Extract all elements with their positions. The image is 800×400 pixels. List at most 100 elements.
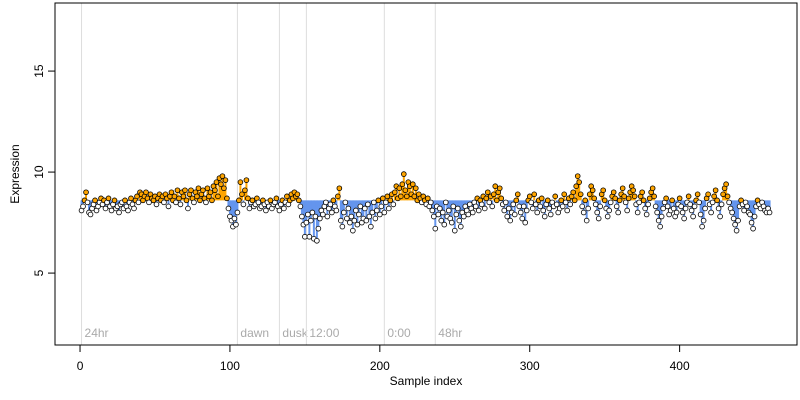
data-point — [501, 207, 508, 214]
data-point — [448, 219, 455, 226]
x-axis-label: Sample index — [390, 374, 463, 388]
data-point — [766, 209, 773, 216]
data-point — [726, 199, 732, 206]
data-point — [371, 199, 377, 206]
data-point — [87, 211, 94, 218]
data-point — [366, 213, 373, 220]
data-point — [670, 205, 677, 212]
data-point — [523, 207, 530, 214]
data-point — [615, 209, 621, 216]
data-point — [592, 201, 599, 208]
data-point — [498, 195, 505, 202]
data-point — [369, 209, 376, 216]
data-point — [386, 205, 392, 212]
data-point — [323, 199, 329, 206]
data-point — [377, 211, 383, 218]
data-point — [610, 189, 617, 196]
data-point — [735, 217, 741, 224]
data-point — [744, 203, 750, 210]
data-point — [678, 203, 684, 210]
data-point — [243, 177, 250, 183]
data-point — [624, 207, 630, 214]
data-point — [522, 219, 529, 226]
data-point — [236, 197, 242, 204]
data-point — [320, 211, 326, 218]
data-point — [454, 205, 461, 212]
data-point — [651, 193, 657, 200]
data-point — [529, 205, 536, 212]
data-point — [595, 215, 602, 222]
data-point — [720, 191, 726, 198]
data-point — [688, 207, 695, 214]
data-point — [398, 193, 404, 200]
marker-label: 12:00 — [309, 326, 339, 340]
data-point — [171, 193, 178, 200]
data-point — [655, 217, 662, 224]
data-point — [185, 205, 191, 212]
data-point — [723, 181, 729, 188]
data-point — [502, 199, 509, 206]
data-point — [520, 203, 527, 210]
x-tick-label: 0 — [77, 359, 84, 373]
data-point — [344, 215, 350, 222]
data-point — [486, 199, 493, 206]
data-point — [478, 201, 485, 208]
data-point — [493, 197, 500, 204]
data-point — [600, 187, 606, 194]
data-point — [579, 203, 585, 210]
data-point — [571, 197, 578, 204]
data-point — [643, 211, 650, 218]
data-point — [510, 201, 517, 208]
data-point — [541, 213, 548, 220]
data-point — [552, 193, 559, 200]
data-point — [729, 209, 735, 216]
data-point — [303, 219, 310, 226]
data-point — [553, 201, 560, 208]
data-point — [191, 199, 197, 206]
data-point — [465, 211, 472, 218]
x-tick-label: 100 — [220, 359, 240, 373]
data-point — [751, 213, 758, 220]
data-point — [427, 199, 434, 206]
data-point — [218, 181, 224, 188]
data-point — [312, 213, 319, 220]
data-point — [357, 203, 364, 210]
data-point — [483, 195, 490, 202]
data-point — [410, 181, 416, 188]
data-point — [143, 189, 149, 196]
data-point — [225, 205, 232, 212]
data-point — [267, 197, 274, 204]
data-point — [682, 205, 689, 212]
data-point — [84, 199, 91, 206]
data-point — [594, 209, 600, 216]
data-point — [80, 203, 86, 210]
data-point — [338, 217, 344, 224]
data-point — [387, 197, 394, 204]
data-point — [616, 197, 623, 204]
data-point — [657, 223, 663, 230]
data-point — [333, 207, 340, 214]
data-point — [246, 205, 253, 212]
data-point — [537, 203, 544, 210]
data-point — [645, 201, 651, 208]
data-point — [619, 185, 626, 192]
data-point — [700, 217, 707, 224]
data-point — [750, 225, 756, 232]
data-point — [496, 185, 503, 192]
data-point — [240, 201, 247, 208]
data-point — [356, 211, 362, 218]
data-point — [630, 187, 636, 194]
data-point — [591, 195, 597, 202]
data-point — [363, 217, 370, 224]
data-point — [188, 187, 194, 194]
data-point — [469, 209, 476, 216]
marker-label: 24hr — [85, 326, 109, 340]
data-point — [484, 189, 491, 196]
data-point — [663, 195, 669, 202]
data-point — [547, 211, 554, 218]
data-point — [558, 197, 565, 204]
data-point — [709, 199, 716, 206]
data-point — [696, 199, 702, 206]
plot-frame — [54, 2, 798, 346]
marker-label: dusk — [282, 326, 308, 340]
